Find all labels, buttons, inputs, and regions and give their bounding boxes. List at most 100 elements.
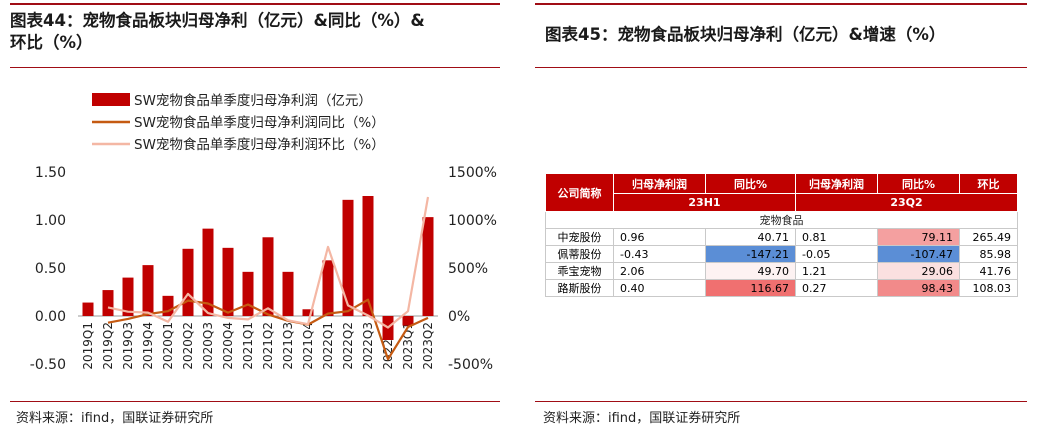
value-cell: 0.40 [613, 279, 706, 297]
category-label: 2019Q3 [121, 322, 135, 370]
company-name-cell: 路斯股份 [545, 279, 614, 297]
profit-bar [202, 228, 214, 316]
category-label: 2022Q3 [361, 322, 375, 370]
right-tick-label: 0% [448, 309, 470, 325]
table-row: 佩蒂股份 -0.43 -147.21 -0.05 -107.47 85.98 [545, 245, 1018, 263]
table-body: 中宠股份 0.96 40.71 0.81 79.11 265.49 佩蒂股份 -0.43 -14… [545, 228, 1018, 297]
category-label: 2023Q1 [401, 322, 415, 370]
value-cell: 79.11 [877, 228, 960, 246]
header-qoq: 环比 [959, 173, 1018, 194]
category-label: 2020Q1 [161, 322, 175, 370]
header-profit-h1: 归母净利润 [613, 173, 706, 194]
value-cell: 1.21 [795, 262, 878, 280]
right-tick-label: 1000% [448, 213, 497, 229]
table-row: 乖宝宠物 2.06 49.70 1.21 29.06 41.76 [545, 262, 1018, 280]
left-tick-label: 0.50 [35, 261, 66, 277]
header-company: 公司简称 [545, 173, 614, 212]
table-title: 图表45：宠物食品板块归母净利（亿元）&增速（%） [545, 25, 946, 44]
profit-bar [222, 247, 234, 316]
profit-bar [302, 309, 314, 316]
period-23q2: 23Q2 [795, 193, 1018, 212]
value-cell: 41.76 [959, 262, 1018, 280]
left-tick-label: -0.50 [30, 357, 66, 373]
profit-bar [142, 265, 154, 316]
chart-title: 图表44：宠物食品板块归母净利（亿元）&同比（%）& 环比（%） [10, 10, 500, 54]
profit-bar [422, 217, 434, 316]
value-cell: -0.43 [613, 245, 706, 263]
category-label: 2021Q4 [301, 322, 315, 370]
value-cell: 29.06 [877, 262, 960, 280]
title-rule-right [535, 67, 1027, 68]
profit-bar [102, 290, 114, 316]
profit-bar [322, 260, 334, 316]
legend-label: SW宠物食品单季度归母净利润（亿元） [134, 92, 372, 109]
value-cell: 98.43 [877, 279, 960, 297]
right-tick-label: 500% [448, 261, 488, 277]
right-panel: 图表45：宠物食品板块归母净利（亿元）&增速（%） 公司简称 归母净利润 同比%… [525, 0, 1037, 430]
profit-bar [262, 237, 274, 316]
value-cell: 0.96 [613, 228, 706, 246]
profit-bar [402, 316, 414, 326]
right-tick-label: -500% [448, 357, 493, 373]
category-label: 2021Q3 [281, 322, 295, 370]
header-yoy-h1: 同比% [705, 173, 796, 194]
company-name-cell: 佩蒂股份 [545, 245, 614, 263]
line-series [107, 196, 430, 361]
value-cell: 40.71 [705, 228, 796, 246]
profit-bar [122, 277, 134, 316]
company-profit-table: 公司简称 归母净利润 同比% 归母净利润 同比% 环比 23H1 23Q2 宠物… [545, 173, 1018, 297]
left-tick-label: 0.00 [35, 309, 66, 325]
top-rule [10, 3, 500, 5]
value-cell: 0.27 [795, 279, 878, 297]
profit-bar [182, 248, 194, 316]
table-row: 路斯股份 0.40 116.67 0.27 98.43 108.03 [545, 279, 1018, 297]
chart-title-line1: 图表44：宠物食品板块归母净利（亿元）&同比（%）& [10, 11, 425, 30]
chart-title-line2: 环比（%） [10, 33, 93, 52]
bottom-rule-right [535, 401, 1027, 402]
section-label: 宠物食品 [545, 211, 1018, 229]
company-name-cell: 乖宝宠物 [545, 262, 614, 280]
left-panel: 图表44：宠物食品板块归母净利（亿元）&同比（%）& 环比（%） SW宠物食品单… [0, 0, 506, 430]
profit-chart: SW宠物食品单季度归母净利润（亿元） SW宠物食品单季度归母净利润同比（%） SW宠… [30, 92, 497, 373]
category-label: 2022Q2 [341, 322, 355, 370]
profit-bar [342, 199, 354, 316]
qoq-growth-line [107, 196, 430, 329]
category-label: 2019Q2 [101, 322, 115, 370]
header-yoy-q2: 同比% [877, 173, 960, 194]
category-label: 2019Q1 [81, 322, 95, 370]
legend-label: SW宠物食品单季度归母净利润环比（%） [134, 136, 385, 153]
category-label: 2022Q1 [321, 322, 335, 370]
table-source: 资料来源：ifind，国联证券研究所 [543, 411, 741, 426]
profit-bar [242, 271, 254, 316]
profit-bar [362, 196, 374, 316]
legend-label: SW宠物食品单季度归母净利润同比（%） [134, 114, 385, 131]
header-profit-q2: 归母净利润 [795, 173, 878, 194]
value-cell: -107.47 [877, 245, 960, 263]
category-label: 2023Q2 [421, 322, 435, 370]
left-tick-label: 1.50 [35, 165, 66, 181]
title-rule [10, 67, 500, 68]
left-tick-label: 1.00 [35, 213, 66, 229]
category-label: 2020Q4 [221, 322, 235, 370]
legend-swatch-bar [92, 93, 130, 106]
top-rule-right [535, 3, 1027, 5]
right-tick-label: 1500% [448, 165, 497, 181]
value-cell: -147.21 [705, 245, 796, 263]
table-row: 中宠股份 0.96 40.71 0.81 79.11 265.49 [545, 228, 1018, 246]
category-label: 2021Q1 [241, 322, 255, 370]
profit-bar [162, 295, 174, 316]
profit-bar [282, 271, 294, 316]
category-label: 2020Q2 [181, 322, 195, 370]
bottom-rule [10, 401, 500, 402]
value-cell: 265.49 [959, 228, 1018, 246]
category-label: 2019Q4 [141, 322, 155, 370]
value-cell: 2.06 [613, 262, 706, 280]
chart-source: 资料来源：ifind，国联证券研究所 [16, 411, 214, 426]
value-cell: 49.70 [705, 262, 796, 280]
company-name-cell: 中宠股份 [545, 228, 614, 246]
chart-legend: SW宠物食品单季度归母净利润（亿元） SW宠物食品单季度归母净利润同比（%） SW宠… [92, 92, 385, 153]
period-23h1: 23H1 [613, 193, 796, 212]
value-cell: -0.05 [795, 245, 878, 263]
value-cell: 108.03 [959, 279, 1018, 297]
bar-series [82, 196, 434, 340]
